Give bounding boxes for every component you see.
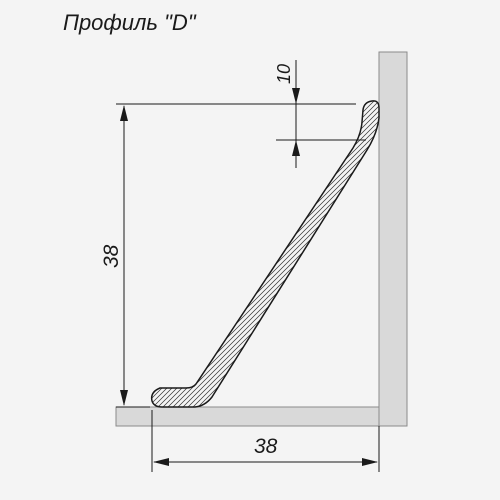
hatch-line	[440, 0, 500, 500]
hatch-line	[151, 100, 379, 407]
hatch-line	[0, 0, 95, 500]
lip-label: 10	[274, 64, 294, 84]
hatch-line	[0, 0, 35, 500]
hatch-line	[0, 0, 10, 500]
hatch-line	[450, 0, 500, 500]
hatch-line	[0, 0, 80, 500]
hatch-line	[490, 0, 500, 500]
hatch-line	[400, 0, 500, 500]
height-label: 38	[100, 244, 123, 268]
hatch-line	[420, 0, 500, 500]
hatch-line	[0, 0, 75, 500]
width-dimension: 38	[151, 410, 380, 472]
hatch-line	[435, 0, 500, 500]
height-dimension: 38	[100, 103, 356, 408]
hatch-line	[0, 0, 65, 500]
height-arrow-top	[120, 105, 128, 121]
hatch-line	[460, 0, 500, 500]
hatch-line	[0, 0, 60, 500]
hatch-line	[0, 0, 115, 500]
hatch-line	[151, 100, 379, 407]
hatch-line	[0, 0, 40, 500]
hatch-line	[410, 0, 500, 500]
hatch-line	[465, 0, 500, 500]
hatch-line	[0, 0, 45, 500]
hatch-line	[0, 0, 50, 500]
hatch-line	[475, 0, 500, 500]
hatch-line	[0, 0, 25, 500]
hatch-line	[405, 0, 500, 500]
wall-surface	[378, 51, 408, 427]
hatch-line	[415, 0, 500, 500]
lip-arrow-top	[292, 88, 300, 104]
hatch-line	[0, 0, 105, 500]
hatch-line	[425, 0, 500, 500]
hatch-line	[430, 0, 500, 500]
hatch-line	[495, 0, 500, 500]
lip-arrow-bottom	[292, 140, 300, 156]
hatch-line	[445, 0, 500, 500]
diagram-title: Профиль "D"	[63, 10, 197, 35]
hatch-line	[151, 100, 379, 407]
hatch-line	[455, 0, 500, 500]
hatch-line	[0, 0, 85, 500]
width-arrow-right	[362, 458, 378, 466]
hatch-line	[395, 0, 500, 500]
width-arrow-left	[153, 458, 169, 466]
hatch-line	[0, 0, 110, 500]
hatch-line	[0, 0, 5, 500]
hatch-line	[480, 0, 500, 500]
hatch-line	[0, 0, 55, 500]
height-arrow-bottom	[120, 390, 128, 406]
hatch-line	[485, 0, 500, 500]
hatch-line	[470, 0, 500, 500]
hatch-line	[0, 0, 30, 500]
hatch-line	[0, 0, 20, 500]
hatch-line	[0, 0, 90, 500]
floor-surface	[115, 406, 380, 427]
width-label: 38	[254, 435, 278, 458]
hatch-line	[0, 0, 15, 500]
hatch-line	[0, 0, 100, 500]
profile-outline	[150, 100, 380, 408]
hatch-line	[0, 0, 70, 500]
lip-dimension: 10	[274, 60, 366, 168]
